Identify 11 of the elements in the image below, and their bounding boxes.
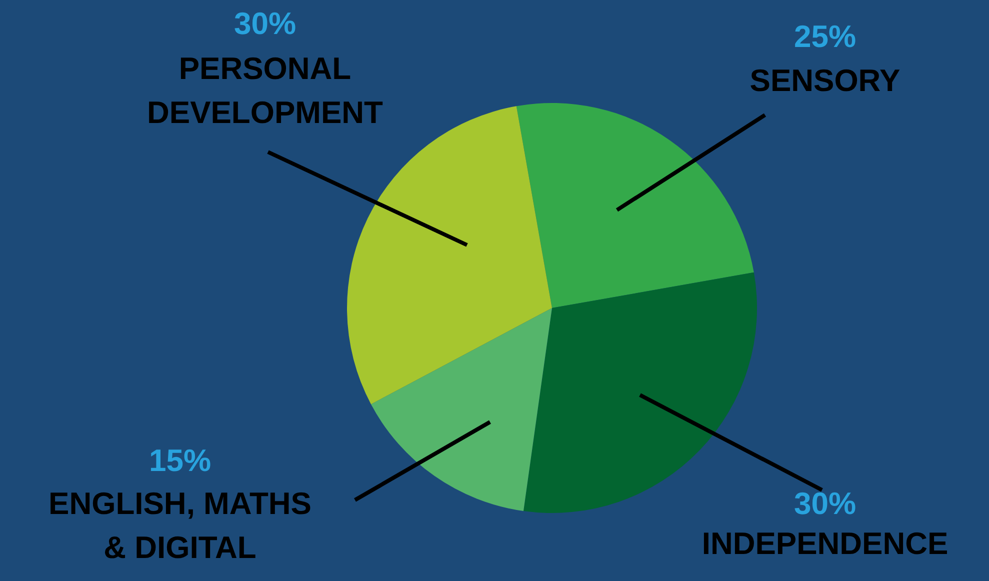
slice-label: ENGLISH, MATHS & DIGITAL	[48, 486, 312, 565]
pie-slice	[516, 103, 754, 308]
data-label: 15%	[148, 443, 212, 478]
pie-slice	[370, 308, 552, 512]
slice-label: PERSONAL DEVELOPMENT	[147, 51, 384, 130]
data-label: 30%	[794, 486, 856, 521]
slice-label: INDEPENDENCE	[702, 526, 948, 561]
pie-slice	[523, 272, 757, 513]
data-label: 30%	[234, 6, 296, 41]
data-label: 25%	[794, 19, 856, 54]
slice-label: SENSORY	[750, 63, 901, 98]
